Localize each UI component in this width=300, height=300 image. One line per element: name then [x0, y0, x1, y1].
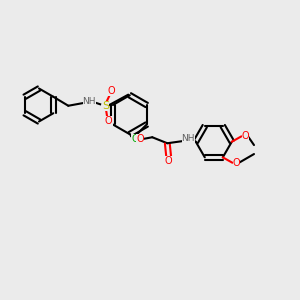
Text: S: S — [102, 101, 110, 111]
Text: Cl: Cl — [131, 134, 141, 144]
Text: NH: NH — [182, 134, 195, 143]
Text: O: O — [105, 116, 112, 126]
Text: O: O — [108, 86, 116, 96]
Text: O: O — [165, 156, 172, 166]
Text: O: O — [136, 134, 144, 144]
Text: O: O — [233, 158, 240, 168]
Text: NH: NH — [82, 97, 96, 106]
Text: O: O — [242, 131, 249, 141]
